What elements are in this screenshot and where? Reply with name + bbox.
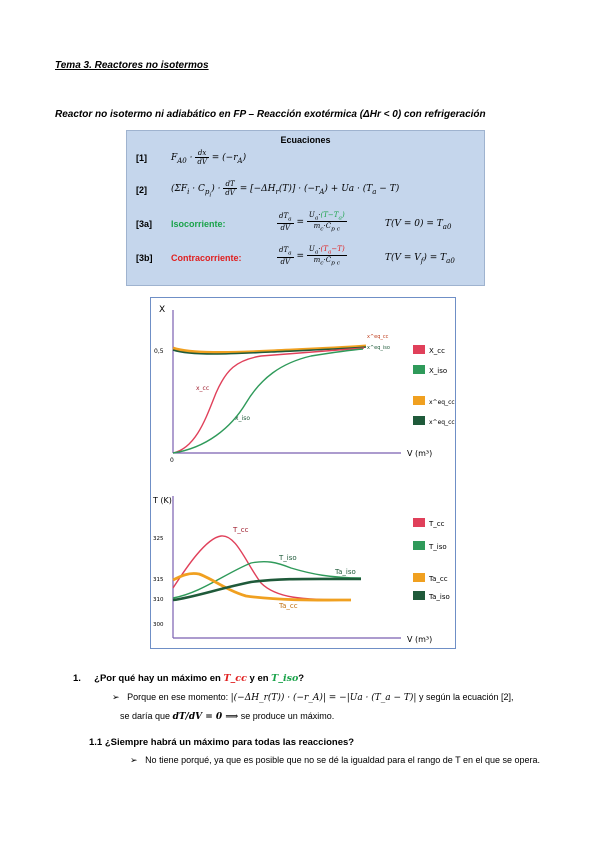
top-x-label: V (m³) xyxy=(407,449,432,458)
legend-swatch-xeq-cc xyxy=(413,396,425,405)
label-x-cc: x_cc xyxy=(196,385,209,392)
label-Ta-cc: Ta_cc xyxy=(278,602,298,610)
legend-swatch-xcc xyxy=(413,345,425,354)
equations-box: Ecuaciones [1] FA0 · dx dV = (−rA) [2] (Σ… xyxy=(126,130,485,286)
answer-1-line-2: se daría que dT/dV = 0 ⟹ se produce un m… xyxy=(112,707,552,726)
eq3b-number: [3b] xyxy=(136,253,153,263)
legend-swatch-Tacc xyxy=(413,573,425,582)
bullet-arrow-icon: ➢ xyxy=(112,692,120,702)
bottom-y-tick-315: 315 xyxy=(153,577,164,583)
eq1-number: [1] xyxy=(136,153,147,163)
question-1-1: 1.1 ¿Siempre habrá un máximo para todas … xyxy=(89,737,354,748)
eq3a: dTa dV = Ua·(T−Ta) mc·Cp c xyxy=(277,211,347,233)
curve-xeq-cc xyxy=(172,344,367,355)
answer-1: ➢ Porque en ese momento: |(−ΔH_r(T)) · (… xyxy=(112,688,552,726)
eq3b-label: Contracorriente: xyxy=(171,253,242,263)
question-1-1-text: ¿Siempre habrá un máximo para todas las … xyxy=(104,737,355,748)
question-1-mark: ? xyxy=(298,673,305,684)
label-xeq-iso: x^eq_iso xyxy=(367,345,390,351)
answer-1-text-a: Porque en ese momento: xyxy=(127,692,229,702)
answer-1-text-c: se daría que xyxy=(120,711,171,721)
legend-swatch-xiso xyxy=(413,365,425,374)
legend-swatch-Taiso xyxy=(413,591,425,600)
answer-1-line-1: ➢ Porque en ese momento: |(−ΔH_r(T)) · (… xyxy=(112,688,552,707)
question-1: 1. ¿Por qué hay un máximo en T_cc y en T… xyxy=(73,673,304,684)
top-y-tick: 0,5 xyxy=(154,348,164,355)
curve-Ta-iso xyxy=(172,577,362,602)
eq3a-label: Isocorriente: xyxy=(171,219,226,229)
legend-label-xcc: X_cc xyxy=(429,347,445,355)
answer-1-text-b: y según la ecuación [2], xyxy=(418,692,514,702)
curve-x-iso xyxy=(172,348,364,454)
eq3b-condition: T(V = Vf) = Ta0 xyxy=(385,253,455,265)
question-1-text-a: ¿Por qué hay un máximo en xyxy=(94,673,221,684)
label-Ta-iso: Ta_iso xyxy=(334,568,356,576)
legend-label-Taiso: Ta_iso xyxy=(428,593,450,601)
answer-1-equation: |(−ΔH_r(T)) · (−r_A)| = −|Ua · (T_a − T)… xyxy=(230,693,417,703)
bullet-arrow-icon: ➢ xyxy=(130,755,138,765)
label-xeq-cc: x^eq_cc xyxy=(367,334,389,340)
answer-1-text-d: se produce un máximo. xyxy=(240,711,335,721)
eq3b: dTa dV = Ua·(Ta−T) mc·Cp c xyxy=(277,245,347,267)
top-x-tick: 0 xyxy=(170,457,174,464)
curve-xeq-iso xyxy=(172,346,367,355)
label-x-iso: x_iso xyxy=(235,415,250,422)
label-T-cc: T_cc xyxy=(232,526,249,534)
curve-x-cc xyxy=(172,347,365,454)
legend-label-xeq-cc: x^eq_cc xyxy=(429,399,455,406)
curve-T-iso xyxy=(172,560,362,599)
legend-label-Tacc: Ta_cc xyxy=(428,575,448,583)
bottom-x-label: V (m³) xyxy=(407,635,432,644)
top-y-label: X xyxy=(159,305,165,315)
topic-title: Tema 3. Reactores no isotermos xyxy=(55,60,209,71)
label-T-iso: T_iso xyxy=(278,554,297,562)
profiles-figure: X V (m³) 0,5 0 x_cc x_iso x^eq_cc x^eq_i… xyxy=(152,305,455,644)
bottom-y-tick-325: 325 xyxy=(153,536,164,542)
answer-1-derivative: dT/dV = 0 ⟹ xyxy=(172,712,239,722)
curve-Ta-cc xyxy=(172,572,352,602)
question-1-and: y en xyxy=(249,673,269,684)
legend-swatch-xeq-iso xyxy=(413,416,425,425)
answer-1-1-text: No tiene porqué, ya que es posible que n… xyxy=(145,755,541,765)
bottom-y-label: T (K) xyxy=(152,496,172,505)
eq1: FA0 · dx dV = (−rA) xyxy=(171,149,247,166)
bottom-y-tick-310: 310 xyxy=(153,597,164,603)
legend-label-xiso: X_iso xyxy=(429,367,447,375)
legend-label-xeq-iso: x^eq_cc xyxy=(429,419,455,426)
question-1-1-number: 1.1 xyxy=(89,737,103,748)
eq2-number: [2] xyxy=(136,185,147,195)
section-subtitle: Reactor no isotermo ni adiabático en FP … xyxy=(55,109,486,120)
question-1-tiso: T_iso xyxy=(271,673,299,684)
question-1-tcc: T_cc xyxy=(223,673,247,684)
legend-swatch-Tcc xyxy=(413,518,425,527)
hand-drawn-figure: X V (m³) 0,5 0 x_cc x_iso x^eq_cc x^eq_i… xyxy=(150,297,456,649)
legend-label-Tiso: T_iso xyxy=(428,543,447,551)
eq2: (ΣFi · Cpi) · dT dV = [−ΔHr(T)] · (−rA) +… xyxy=(171,180,400,199)
bottom-y-tick-300: 300 xyxy=(153,622,164,628)
answer-1-1: ➢ No tiene porqué, ya que es posible que… xyxy=(130,751,550,769)
eq3a-condition: T(V = 0) = Ta0 xyxy=(385,219,452,231)
legend-swatch-Tiso xyxy=(413,541,425,550)
legend-label-Tcc: T_cc xyxy=(428,520,445,528)
eq3a-number: [3a] xyxy=(136,219,153,229)
equations-title: Ecuaciones xyxy=(280,135,331,145)
curve-T-cc xyxy=(172,535,352,601)
question-1-number: 1. xyxy=(73,673,81,684)
